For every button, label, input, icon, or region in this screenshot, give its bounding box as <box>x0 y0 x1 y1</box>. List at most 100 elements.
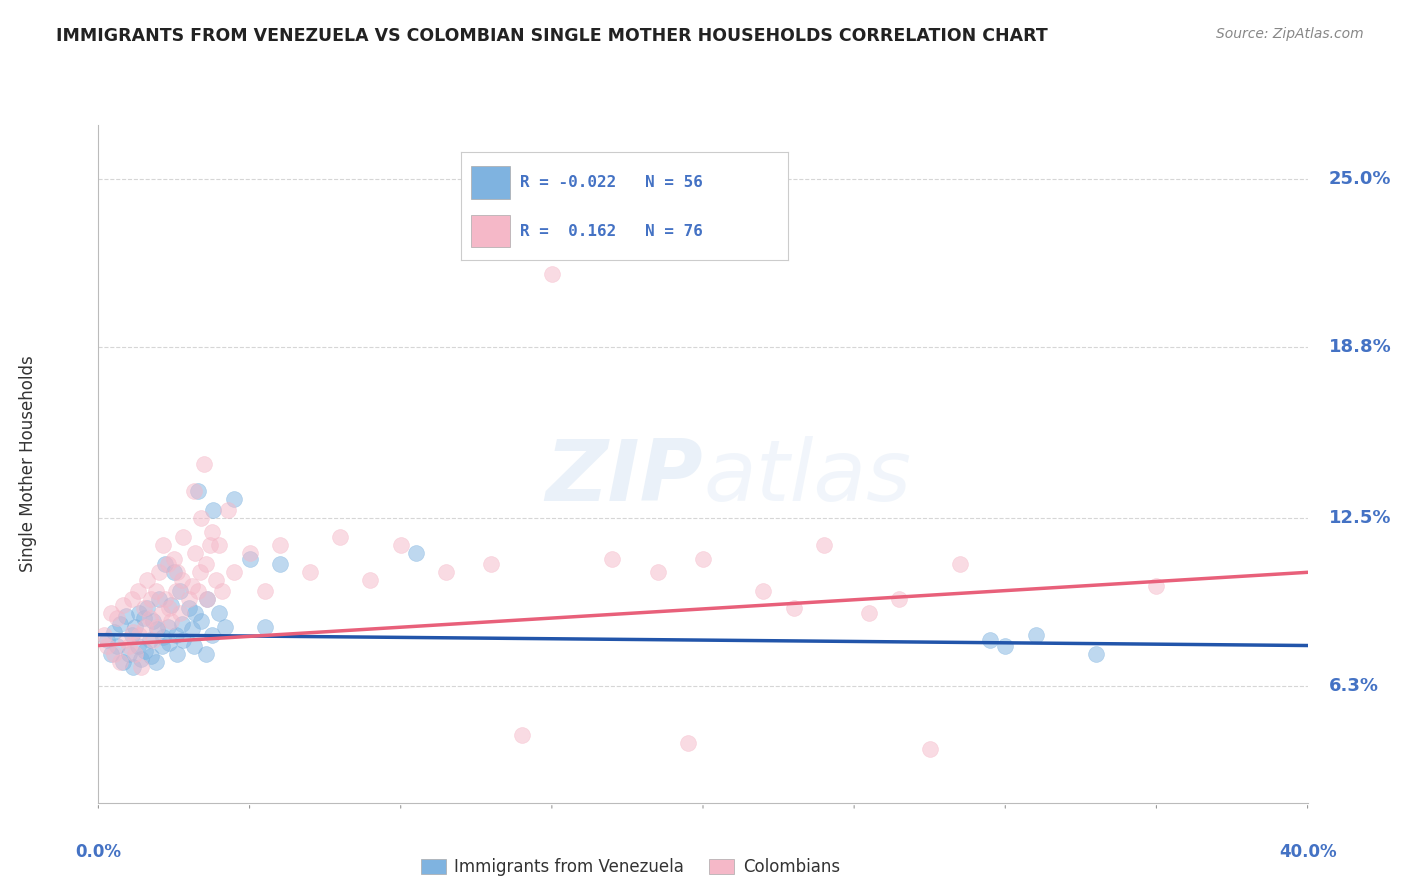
Point <box>193 457 215 471</box>
Point <box>183 639 205 653</box>
Point <box>224 566 246 580</box>
Point <box>93 628 115 642</box>
Point <box>145 584 167 599</box>
Point <box>918 741 941 756</box>
Point <box>217 503 239 517</box>
Point <box>142 614 165 628</box>
Point <box>190 511 212 525</box>
Text: IMMIGRANTS FROM VENEZUELA VS COLOMBIAN SINGLE MOTHER HOUSEHOLDS CORRELATION CHAR: IMMIGRANTS FROM VENEZUELA VS COLOMBIAN S… <box>56 27 1047 45</box>
Point <box>134 619 156 633</box>
Point <box>122 624 145 639</box>
Point <box>141 649 163 664</box>
Point <box>145 655 167 669</box>
Point <box>165 628 187 642</box>
Point <box>108 655 131 669</box>
Point <box>114 633 136 648</box>
Point <box>135 574 157 588</box>
Point <box>153 557 176 571</box>
Point <box>211 584 233 599</box>
Point <box>128 606 150 620</box>
Point <box>169 606 191 620</box>
Point <box>132 611 155 625</box>
Legend: Immigrants from Venezuela, Colombians: Immigrants from Venezuela, Colombians <box>415 851 846 882</box>
Point <box>181 622 204 636</box>
Point <box>647 566 669 580</box>
Point <box>782 600 804 615</box>
Point <box>141 592 163 607</box>
Point <box>188 566 211 580</box>
Point <box>813 538 835 552</box>
Point <box>170 574 193 588</box>
Point <box>994 639 1017 653</box>
Point <box>187 483 209 498</box>
Point <box>979 633 1001 648</box>
Point <box>160 598 183 612</box>
Point <box>118 647 141 661</box>
Point <box>166 566 188 580</box>
Point <box>179 592 201 607</box>
Point <box>148 566 170 580</box>
Point <box>1085 647 1108 661</box>
Point <box>949 557 972 571</box>
Text: 25.0%: 25.0% <box>1329 170 1391 188</box>
Point <box>139 611 162 625</box>
Point <box>139 633 162 648</box>
Point <box>111 598 134 612</box>
Point <box>481 557 503 571</box>
Point <box>540 267 562 281</box>
Point <box>208 606 231 620</box>
Text: 40.0%: 40.0% <box>1279 843 1336 861</box>
Point <box>434 566 457 580</box>
Point <box>172 633 194 648</box>
Point <box>150 639 173 653</box>
Point <box>692 551 714 566</box>
Point <box>100 647 122 661</box>
Point <box>889 592 911 607</box>
Point <box>122 660 145 674</box>
Point <box>676 736 699 750</box>
Point <box>163 551 186 566</box>
Point <box>194 557 217 571</box>
Point <box>405 546 427 560</box>
Point <box>159 600 181 615</box>
Point <box>128 628 150 642</box>
Point <box>269 538 291 552</box>
Point <box>124 619 146 633</box>
Point <box>195 592 218 607</box>
Point <box>253 584 276 599</box>
Point <box>100 606 122 620</box>
Point <box>200 538 222 552</box>
Text: Source: ZipAtlas.com: Source: ZipAtlas.com <box>1216 27 1364 41</box>
Point <box>118 639 141 653</box>
Point <box>183 483 205 498</box>
Point <box>201 524 224 539</box>
Point <box>160 614 183 628</box>
Point <box>239 551 262 566</box>
Point <box>1144 579 1167 593</box>
Point <box>205 574 228 588</box>
Point <box>752 584 775 599</box>
Point <box>105 611 128 625</box>
Point <box>299 566 322 580</box>
Point <box>224 492 246 507</box>
Point <box>184 546 207 560</box>
Point <box>190 614 212 628</box>
Point <box>96 639 118 653</box>
Point <box>150 606 173 620</box>
Point <box>152 631 174 645</box>
Point <box>201 628 224 642</box>
Point <box>360 574 382 588</box>
Text: Single Mother Households: Single Mother Households <box>20 356 37 572</box>
Text: 6.3%: 6.3% <box>1329 677 1379 695</box>
Point <box>103 624 125 639</box>
Point <box>129 660 152 674</box>
Point <box>163 566 186 580</box>
Point <box>105 639 128 653</box>
Point <box>1024 628 1046 642</box>
Point <box>129 652 152 666</box>
Point <box>172 530 194 544</box>
Point <box>194 647 217 661</box>
Point <box>169 584 191 599</box>
Point <box>170 616 193 631</box>
Point <box>202 503 225 517</box>
